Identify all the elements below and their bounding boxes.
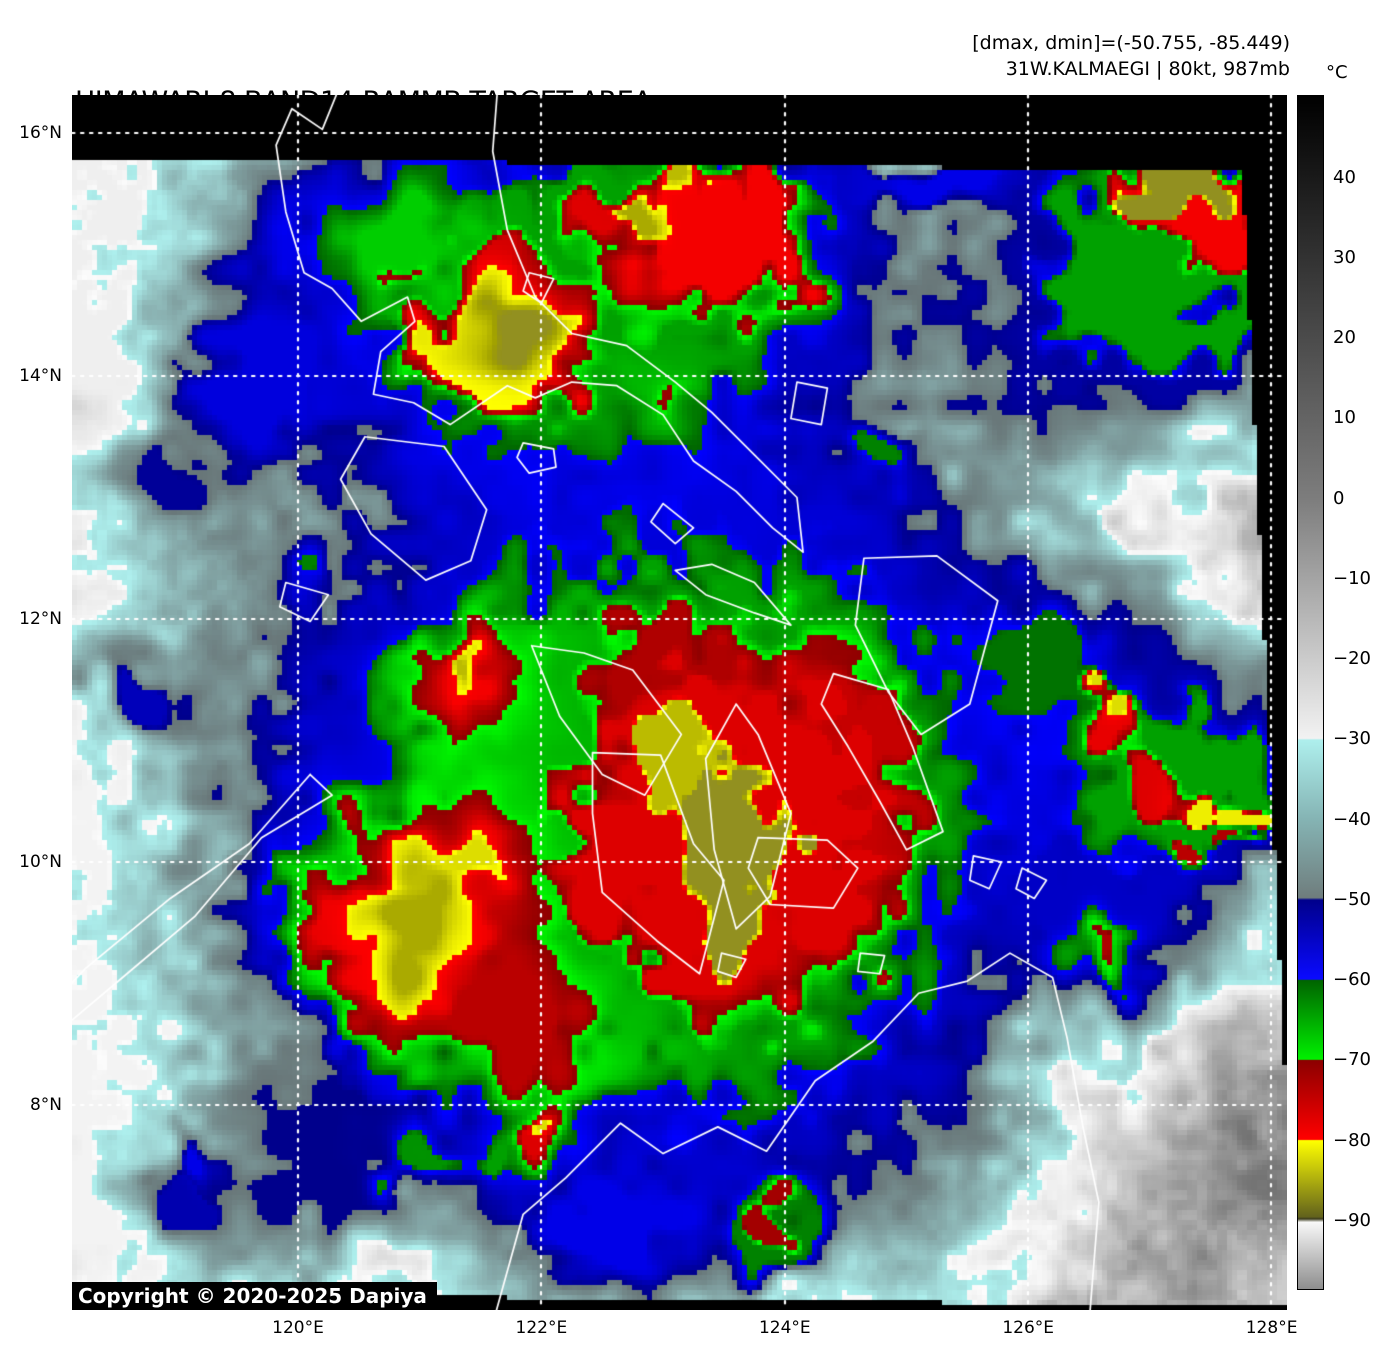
satellite-image (72, 95, 1287, 1310)
map-plot-area: Copyright © 2020-2025 Dapiya (72, 95, 1287, 1310)
colorbar-tick-label: −90 (1333, 1209, 1371, 1231)
colorbar-tick-label: −20 (1333, 648, 1371, 670)
lat-tick-label: 16°N (19, 123, 62, 143)
lon-tick-label: 122°E (515, 1318, 568, 1338)
colorbar-tick-label: −10 (1333, 567, 1371, 589)
annotation-block: [dmax, dmin]=(-50.755, -85.449) 31W.KALM… (972, 30, 1290, 82)
colorbar-tick-label: 30 (1333, 246, 1356, 268)
colorbar-tick-label: −40 (1333, 808, 1371, 830)
colorbar-tick-label: 10 (1333, 407, 1356, 429)
lon-tick-label: 126°E (1002, 1318, 1055, 1338)
colorbar-tick-label: −30 (1333, 728, 1371, 750)
copyright-badge: Copyright © 2020-2025 Dapiya (72, 1282, 437, 1310)
colorbar-tick-label: −50 (1333, 888, 1371, 910)
dmax-dmin-label: [dmax, dmin]=(-50.755, -85.449) (972, 32, 1290, 54)
colorbar-unit-label: °C (1326, 62, 1348, 83)
colorbar-tick-label: −70 (1333, 1049, 1371, 1071)
colorbar-tick-label: 40 (1333, 166, 1356, 188)
lat-tick-label: 10°N (19, 852, 62, 872)
lon-tick-label: 124°E (758, 1318, 811, 1338)
colorbar-tick-label: −60 (1333, 969, 1371, 991)
lat-tick-label: 14°N (19, 366, 62, 386)
lat-tick-label: 8°N (29, 1095, 62, 1115)
lon-tick-label: 128°E (1245, 1318, 1298, 1338)
colorbar-tick-label: 20 (1333, 327, 1356, 349)
storm-info-label: 31W.KALMAEGI | 80kt, 987mb (1005, 58, 1290, 80)
colorbar (1297, 95, 1324, 1290)
lat-tick-label: 12°N (19, 609, 62, 629)
lon-tick-label: 120°E (272, 1318, 324, 1338)
colorbar-tick-label: 0 (1333, 487, 1345, 509)
colorbar-tick-label: −80 (1333, 1129, 1371, 1151)
